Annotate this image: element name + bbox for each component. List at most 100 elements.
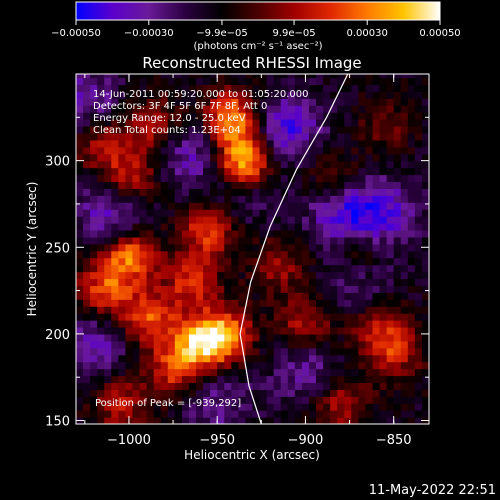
heatmap-cell <box>174 410 183 418</box>
heatmap-cell <box>337 292 345 300</box>
heatmap-cell <box>203 91 211 99</box>
heatmap-cell <box>245 153 254 162</box>
heatmap-cell <box>421 125 429 134</box>
heatmap-cell <box>203 195 211 203</box>
heatmap-cell <box>337 209 345 217</box>
heatmap-cell <box>104 160 112 169</box>
heatmap-cell <box>76 153 84 162</box>
heatmap-cell <box>104 105 112 113</box>
heatmap-cell <box>323 340 331 349</box>
heatmap-cell <box>153 153 162 162</box>
heatmap-cell <box>337 174 345 183</box>
heatmap-cell <box>210 153 218 162</box>
heatmap-cell <box>224 257 232 266</box>
heatmap-cell <box>280 77 289 85</box>
heatmap-cell <box>379 146 388 155</box>
heatmap-cell <box>407 306 416 314</box>
heatmap-cell <box>266 382 275 390</box>
heatmap-cell <box>379 195 388 203</box>
heatmap-cell <box>153 410 162 418</box>
heatmap-cell <box>118 243 127 252</box>
heatmap-cell <box>386 181 395 189</box>
heatmap-cell <box>196 313 204 321</box>
heatmap-cell <box>301 257 310 266</box>
heatmap-cell <box>386 84 395 92</box>
heatmap-cell <box>111 146 119 155</box>
heatmap-cell <box>181 271 190 280</box>
heatmap-cell <box>358 264 367 273</box>
heatmap-cell <box>153 91 162 99</box>
heatmap-cell <box>132 340 141 349</box>
heatmap-cell <box>104 368 112 377</box>
heatmap-cell <box>294 146 303 155</box>
heatmap-cell <box>196 112 204 120</box>
heatmap-cell <box>316 119 324 127</box>
heatmap-cell <box>83 299 91 307</box>
heatmap-cell <box>174 167 183 176</box>
heatmap-cell <box>351 77 359 85</box>
heatmap-cell <box>238 382 247 390</box>
heatmap-cell <box>224 389 232 397</box>
heatmap-cell <box>273 74 282 79</box>
heatmap-cell <box>358 271 367 280</box>
heatmap-cell <box>294 174 303 183</box>
heatmap-cell <box>337 389 345 397</box>
heatmap-cell <box>153 216 162 224</box>
heatmap-cell <box>386 396 395 404</box>
heatmap-cell <box>379 125 388 134</box>
heatmap-cell <box>174 125 183 134</box>
heatmap-cell <box>160 382 169 390</box>
heatmap-cell <box>153 229 162 238</box>
heatmap-cell <box>210 396 218 404</box>
heatmap-cell <box>259 368 268 377</box>
heatmap-cell <box>167 74 176 79</box>
heatmap-cell <box>316 285 324 293</box>
heatmap-cell <box>132 105 141 113</box>
heatmap-cell <box>379 347 388 356</box>
heatmap-cell <box>224 139 232 148</box>
heatmap-cell <box>160 333 169 342</box>
heatmap-cell <box>196 216 204 224</box>
heatmap-cell <box>181 167 190 176</box>
heatmap-cell <box>167 347 176 356</box>
heatmap-cell <box>203 250 211 259</box>
heatmap-cell <box>386 340 395 349</box>
heatmap-cell <box>372 91 381 99</box>
heatmap-cell <box>174 77 183 85</box>
heatmap-cell <box>245 91 254 99</box>
heatmap-cell <box>104 361 112 370</box>
heatmap-cell <box>104 146 112 155</box>
heatmap-cell <box>132 229 141 238</box>
heatmap-cell <box>280 119 289 127</box>
heatmap-cell <box>76 368 84 377</box>
heatmap-cell <box>337 417 345 424</box>
heatmap-cell <box>294 313 303 321</box>
heatmap-cell <box>421 313 429 321</box>
heatmap-cell <box>167 382 176 390</box>
heatmap-cell <box>174 417 183 424</box>
heatmap-cell <box>308 181 317 189</box>
heatmap-cell <box>421 202 429 210</box>
heatmap-cell <box>280 105 289 113</box>
heatmap-cell <box>132 271 141 280</box>
heatmap-cell <box>421 347 429 356</box>
heatmap-cell <box>316 167 324 176</box>
heatmap-cell <box>421 84 429 92</box>
heatmap-cell <box>386 278 395 286</box>
heatmap-cell <box>273 285 282 293</box>
heatmap-cell <box>139 125 148 134</box>
heatmap-cell <box>414 354 423 363</box>
heatmap-cell <box>146 382 155 390</box>
heatmap-cell <box>330 361 338 370</box>
heatmap-cell <box>308 174 317 183</box>
heatmap-cell <box>139 132 148 141</box>
heatmap-cell <box>365 98 374 106</box>
heatmap-cell <box>174 132 183 141</box>
heatmap-cell <box>203 396 211 404</box>
heatmap-cell <box>153 368 162 377</box>
heatmap-cell <box>407 375 416 384</box>
heatmap-cell <box>196 271 204 280</box>
heatmap-cell <box>358 125 367 134</box>
heatmap-cell <box>414 74 423 79</box>
heatmap-cell <box>238 209 247 217</box>
